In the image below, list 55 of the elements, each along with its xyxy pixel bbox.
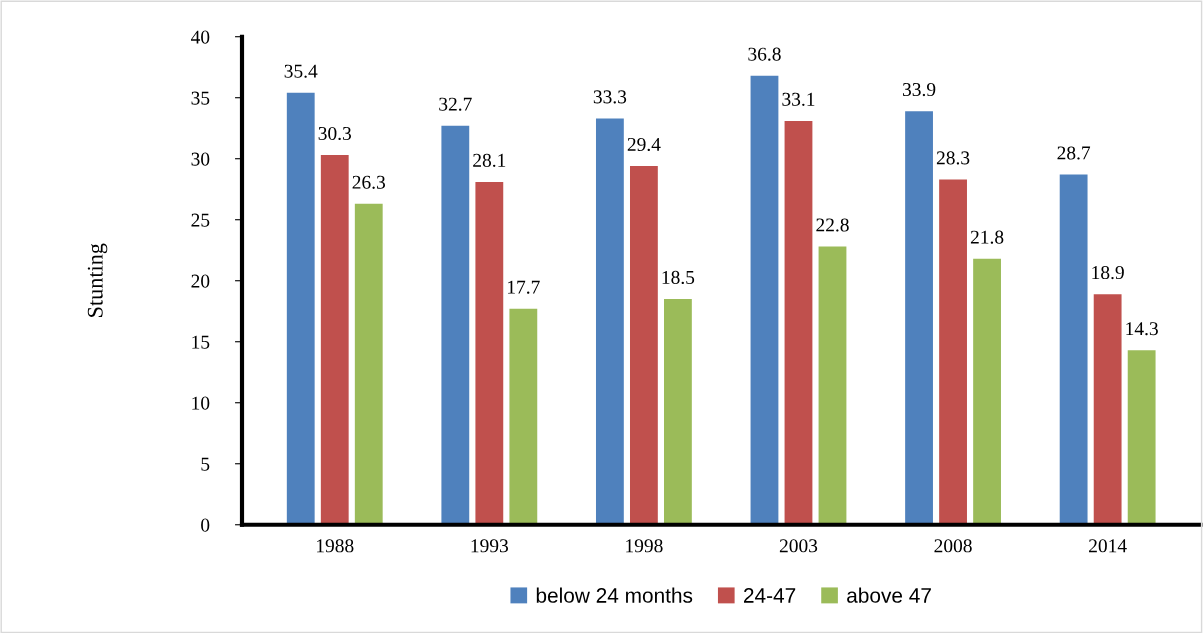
x-tick-label: 2008: [934, 539, 972, 553]
y-tick-label: 20: [191, 274, 210, 288]
x-tick-label: 2014: [1089, 539, 1127, 553]
data-label: 28.1: [473, 153, 506, 167]
data-label: 26.3: [352, 175, 386, 189]
data-label: 32.7: [439, 97, 472, 111]
data-label: 30.3: [318, 126, 352, 141]
data-label: 33.3: [593, 90, 627, 104]
x-tick-label: 1988: [317, 539, 354, 553]
bar: [664, 299, 692, 525]
x-tick-label: 1998: [626, 539, 663, 553]
bar: [905, 111, 933, 525]
bar: [818, 246, 847, 525]
y-tick-label: 15: [192, 335, 210, 349]
bar: [286, 92, 315, 525]
data-label: 28.3: [936, 151, 970, 165]
data-label: 18.5: [662, 270, 695, 285]
bar: [1127, 350, 1156, 525]
data-label: 22.8: [816, 218, 849, 232]
y-tick-label: 0: [201, 518, 210, 532]
legend-label: 24-47: [743, 588, 796, 603]
bar: [595, 118, 624, 525]
legend-label: above 47: [847, 587, 931, 603]
data-label: 36.8: [748, 47, 781, 61]
x-tick-label: 1993: [471, 539, 509, 553]
bar: [1093, 294, 1122, 525]
legend-label: below 24 months: [536, 587, 693, 603]
data-label: 33.1: [782, 92, 815, 106]
y-tick-label: 5: [201, 457, 210, 471]
data-label: 18.9: [1092, 265, 1124, 280]
data-label: 35.4: [284, 64, 318, 78]
data-label: 14.3: [1126, 322, 1158, 336]
y-tick-label: 35: [191, 91, 210, 105]
bar: [475, 181, 504, 525]
data-label: 17.7: [508, 280, 540, 294]
y-tick-label: 25: [191, 213, 210, 227]
bar: [320, 155, 349, 525]
bar: [1059, 174, 1088, 525]
data-label: 29.4: [627, 137, 661, 152]
bar: [509, 308, 538, 525]
bar: [784, 120, 813, 525]
bar: [441, 125, 470, 525]
y-tick-label: 30: [191, 152, 210, 166]
bar: [354, 203, 383, 525]
y-axis-title: Stunting: [87, 243, 108, 317]
bar: [629, 166, 658, 525]
x-tick-label: 2003: [779, 539, 818, 553]
y-tick-label: 10: [192, 396, 210, 410]
data-label: 33.9: [902, 83, 936, 97]
bar: [750, 75, 779, 525]
data-label: 28.7: [1057, 146, 1091, 160]
y-tick-label: 40: [190, 30, 210, 44]
bar: [973, 258, 1001, 525]
data-label: 21.8: [970, 230, 1004, 244]
bar: [939, 179, 967, 525]
